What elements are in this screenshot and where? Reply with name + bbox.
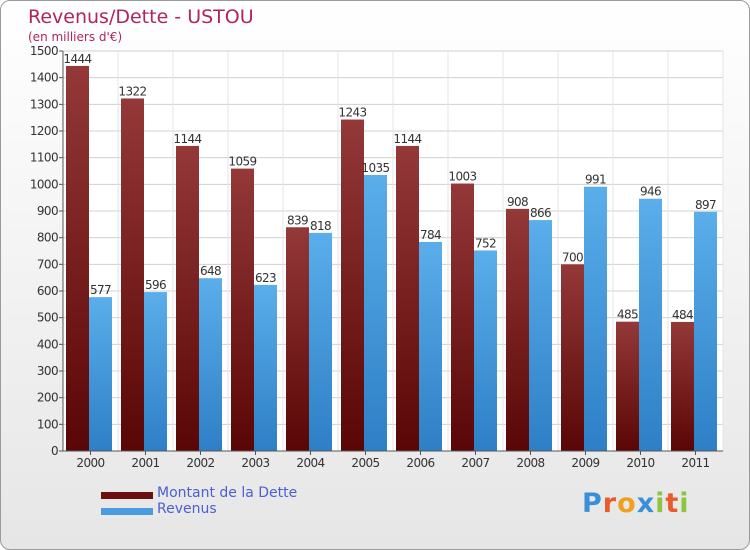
bar-debt [286,227,309,451]
bar-debt [231,168,254,451]
data-label-debt: 484 [672,308,693,322]
x-tick-label: 2007 [461,456,489,470]
bar-debt [671,321,694,451]
y-tick-label: 400 [37,337,58,351]
data-label-debt: 1144 [393,132,421,146]
logo-letter: i [679,488,690,519]
data-label-debt: 1243 [338,106,366,120]
bar-debt [121,98,144,451]
bar-debt [341,119,364,452]
logo-letter: o [617,488,637,519]
y-tick-label: 600 [37,284,58,298]
y-tick-label: 900 [37,204,58,218]
bar-debt [396,145,419,451]
bar-revenue [584,186,607,451]
y-tick-label: 300 [37,364,58,378]
data-label-revenue: 946 [640,185,661,199]
bar-debt [561,264,584,451]
x-tick-label: 2008 [516,456,544,470]
y-tick-label: 800 [37,231,58,245]
data-label-revenue: 623 [255,271,276,285]
y-tick-label: 1500 [30,44,58,58]
x-tick-label: 2006 [406,456,434,470]
bar-revenue [89,297,112,451]
bar-revenue [694,211,717,451]
data-label-revenue: 866 [530,206,551,220]
chart-subtitle: (en milliers d'€) [28,30,123,44]
x-tick-label: 2009 [571,456,599,470]
data-label-revenue: 577 [90,283,111,297]
y-tick-label: 0 [51,444,58,458]
y-tick-label: 500 [37,311,58,325]
legend-swatch-debt [101,492,153,499]
x-tick-label: 2004 [296,456,324,470]
data-label-debt: 908 [507,195,528,209]
y-tick-label: 200 [37,391,58,405]
data-label-revenue: 991 [585,173,606,187]
bar-revenue [309,232,332,451]
bars-layer [66,65,717,452]
y-tick-label: 1100 [30,151,58,165]
chart-title: Revenus/Dette - USTOU [28,6,254,28]
x-tick-label: 2001 [131,456,159,470]
y-tick-label: 100 [37,417,58,431]
x-tick-label: 2005 [351,456,379,470]
bar-debt [616,321,639,451]
proxiti-logo: Proxiti [582,488,690,519]
bar-revenue [639,198,662,451]
data-label-debt: 1444 [63,52,91,66]
logo-letter: P [582,488,603,519]
y-tick-label: 1400 [30,71,58,85]
y-tick-label: 1300 [30,97,58,111]
x-tick-label: 2010 [626,456,654,470]
logo-letter: t [665,488,680,519]
data-label-revenue: 897 [695,198,716,212]
data-label-debt: 485 [617,308,638,322]
bar-revenue [364,175,387,451]
legend-swatch-revenue [101,508,153,515]
logo-letter: x [636,488,656,519]
data-label-revenue: 818 [310,219,331,233]
data-label-debt: 1144 [173,132,201,146]
y-tick-label: 1200 [30,124,58,138]
data-label-debt: 1322 [118,84,146,98]
data-label-revenue: 596 [145,278,166,292]
bar-revenue [474,250,497,451]
data-label-revenue: 1035 [361,161,389,175]
bar-revenue [144,292,167,451]
data-label-debt: 839 [287,213,308,227]
logo-letter: i [655,488,666,519]
axis-layer: 0 100 200 300 400 500 600 700 800 900 1000 1100 1200… [30,44,723,470]
x-tick-label: 2003 [241,456,269,470]
y-tick-label: 700 [37,257,58,271]
labels-layer: 1444 577 1322 596 1144 648 1059 623 839 818 1243 10… [63,52,716,322]
bar-revenue [254,284,277,451]
legend-label-debt: Montant de la Dette [157,485,298,501]
x-tick-label: 2000 [76,456,104,470]
data-label-debt: 700 [562,250,583,264]
data-label-revenue: 648 [200,264,221,278]
y-tick-label: 1000 [30,177,58,191]
bar-revenue [529,220,552,451]
x-tick-label: 2002 [186,456,214,470]
data-label-debt: 1003 [448,170,476,184]
x-tick-label: 2011 [681,456,709,470]
data-label-revenue: 752 [475,236,496,250]
bar-debt [66,65,89,451]
bar-revenue [199,278,222,451]
bar-revenue [419,241,442,451]
data-label-revenue: 784 [420,228,441,242]
data-label-debt: 1059 [228,155,256,169]
legend-label-revenue: Revenus [157,501,217,517]
bar-debt [506,208,529,451]
bar-debt [176,145,199,451]
bar-debt [451,183,474,452]
logo-letter: r [602,488,618,519]
